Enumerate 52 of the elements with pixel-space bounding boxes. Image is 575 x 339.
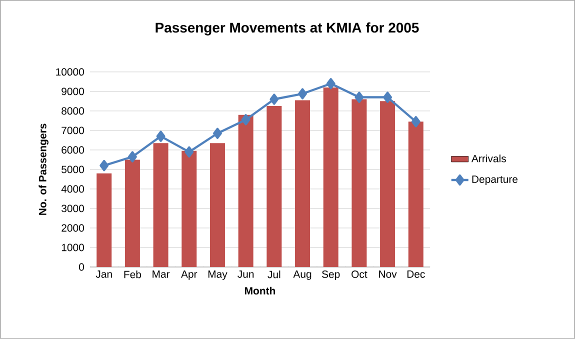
y-tick-label: 3000 bbox=[62, 204, 84, 212]
x-tick-label: Nov bbox=[379, 270, 397, 278]
x-tick-label: Feb bbox=[124, 270, 142, 278]
x-tick-label: Jan bbox=[96, 270, 112, 278]
y-tick-label: 7000 bbox=[62, 126, 84, 134]
bar bbox=[352, 99, 367, 268]
bar bbox=[408, 122, 424, 268]
bar bbox=[266, 106, 282, 268]
point bbox=[128, 151, 137, 162]
bar bbox=[210, 143, 225, 268]
bar bbox=[295, 100, 310, 268]
bar bbox=[124, 160, 140, 268]
x-axis-title: Month bbox=[245, 286, 276, 295]
x-tick-label: Mar bbox=[152, 270, 170, 278]
y-tick-label: 9000 bbox=[62, 88, 84, 96]
x-tick-label: Aug bbox=[293, 270, 312, 280]
point bbox=[100, 160, 109, 172]
x-tick-label: Dec bbox=[407, 270, 425, 278]
point bbox=[354, 92, 364, 103]
bar bbox=[153, 143, 168, 268]
bar bbox=[323, 88, 338, 268]
y-tick-label: 10000 bbox=[56, 68, 84, 76]
point bbox=[411, 116, 420, 128]
y-tick-label: 1000 bbox=[62, 244, 84, 252]
bar bbox=[238, 114, 254, 268]
y-axis-title: No. of Passengers bbox=[38, 124, 48, 215]
x-tick-label: Oct bbox=[352, 270, 368, 278]
x-tick-label: May bbox=[208, 270, 228, 280]
x-tick-label: Jun bbox=[238, 270, 254, 278]
chart-title: Passenger Movements at KMIA for 2005 bbox=[156, 22, 419, 36]
bar bbox=[182, 150, 197, 268]
x-tick-label: Apr bbox=[181, 270, 198, 280]
bar bbox=[380, 101, 396, 268]
point bbox=[270, 94, 279, 105]
y-tick-label: 2000 bbox=[62, 224, 84, 232]
x-tick-label: Jul bbox=[268, 270, 280, 278]
legend-label: Arrivals bbox=[471, 154, 506, 162]
point bbox=[156, 130, 166, 142]
legend-label: Departure bbox=[472, 176, 518, 186]
point bbox=[184, 146, 194, 158]
y-tick-label: 5000 bbox=[62, 166, 84, 174]
y-tick-label: 4000 bbox=[61, 185, 84, 193]
y-tick-label: 8000 bbox=[62, 107, 84, 115]
bar bbox=[96, 173, 112, 268]
point bbox=[241, 114, 250, 126]
y-tick-label: 0 bbox=[79, 263, 84, 271]
point bbox=[326, 78, 336, 90]
x-tick-label: Sep bbox=[322, 270, 340, 280]
point bbox=[383, 92, 392, 103]
point bbox=[213, 128, 222, 140]
point bbox=[298, 88, 307, 100]
y-tick-label: 6000 bbox=[62, 146, 84, 154]
